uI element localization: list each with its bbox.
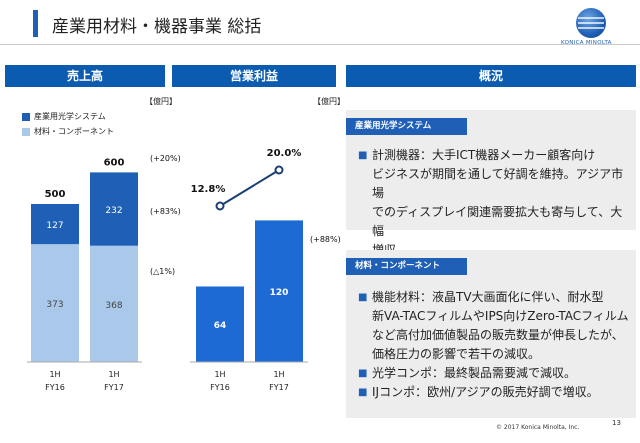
sales-bar-optical: [31, 204, 79, 245]
overview-tag-optical: 産業用光学システム: [346, 118, 467, 135]
sales-value-optical: 127: [46, 221, 63, 231]
overview-bullet-ij-components: ■ IJコンポ：欧州/アジアの販売好調で増収。: [358, 383, 634, 402]
profit-tick-label: FY17: [269, 383, 289, 392]
profit-unit-label: 【億円】: [313, 97, 345, 106]
overview-materials-line: など高付加価値製品の販売数量が伸長したが、: [372, 328, 624, 342]
overview-tag-materials: 材料・コンポーネント: [346, 258, 467, 275]
legend-label-materials: 材料・コンポーネント: [34, 127, 114, 136]
title-divider: [0, 44, 640, 45]
profit-bar: [255, 220, 303, 362]
sales-change-total: (+20%): [150, 154, 181, 163]
sales-total-label: 600: [104, 157, 125, 168]
brand-logo-icon: [576, 8, 606, 38]
title-accent-bar: [33, 10, 38, 37]
operating-profit-header: 営業利益: [172, 65, 336, 87]
bullet-square-icon: ■: [358, 150, 368, 161]
sales-header: 売上高: [5, 65, 165, 87]
overview-optical-line: でのディスプレイ関連需要拡大も寄与して、大幅: [372, 205, 623, 238]
overview-materials-line: IJコンポ：欧州/アジアの販売好調で増収。: [372, 385, 599, 399]
profit-tick-label: FY16: [210, 383, 230, 392]
margin-label: 12.8%: [191, 184, 226, 195]
sales-value-materials: 373: [46, 300, 63, 310]
sales-tick-label: 1H: [108, 370, 119, 379]
sales-unit-label: 【億円】: [145, 97, 177, 106]
sales-value-materials: 368: [105, 301, 122, 311]
overview-materials-line: 光学コンポ：最終製品需要減で減収。: [372, 366, 577, 380]
legend-swatch-optical: [22, 112, 30, 121]
legend-label-optical: 産業用光学システム: [34, 112, 106, 121]
footer-copyright: © 2017 Konica Minolta, Inc.: [496, 424, 580, 431]
legend-item-optical: 産業用光学システム: [22, 111, 106, 122]
overview-bullet-functional: ■ 機能材料：液晶TV大画面化に伴い、耐水型 新VA-TACフィルムやIPS向け…: [358, 288, 634, 364]
profit-tick-label: 1H: [273, 370, 284, 379]
profit-value-label: 64: [214, 321, 227, 331]
profit-tick-label: 1H: [214, 370, 225, 379]
bullet-square-icon: ■: [358, 387, 368, 398]
legend-item-materials: 材料・コンポーネント: [22, 126, 114, 137]
sales-tick-label: FY17: [104, 383, 124, 392]
bullet-square-icon: ■: [358, 368, 368, 379]
profit-value-label: 120: [270, 288, 289, 298]
sales-bar-materials: [90, 245, 138, 362]
sales-change-materials: (△1%): [150, 267, 175, 276]
profit-bar: [196, 286, 244, 362]
profit-change-label: (+88%): [310, 235, 341, 244]
overview-materials-line: 機能材料：液晶TV大画面化に伴い、耐水型: [372, 290, 604, 304]
brand-name: KONICA MINOLTA: [561, 40, 612, 46]
margin-point: [274, 165, 284, 175]
legend-swatch-materials: [22, 127, 30, 136]
sales-change-optical: (+83%): [150, 207, 181, 216]
overview-bullet-optical: ■ 計測機器：大手ICT機器メーカー顧客向け ビジネスが期間を通して好調を維持。…: [358, 146, 634, 260]
overview-optical-line: 計測機器：大手ICT機器メーカー顧客向け: [372, 148, 596, 162]
overview-bullet-optical-components: ■ 光学コンポ：最終製品需要減で減収。: [358, 364, 634, 383]
overview-materials-line: 価格圧力の影響で若干の減収。: [372, 347, 541, 361]
overview-box-materials: 材料・コンポーネント ■ 機能材料：液晶TV大画面化に伴い、耐水型 新VA-TA…: [346, 250, 636, 418]
margin-line: [219, 169, 280, 207]
overview-header: 概況: [346, 65, 636, 87]
page-title: 産業用材料・機器事業 総括: [52, 17, 262, 37]
sales-tick-label: 1H: [49, 370, 60, 379]
sales-bar-materials: [31, 244, 79, 362]
page-number: 13: [612, 419, 621, 427]
bullet-square-icon: ■: [358, 292, 368, 303]
overview-optical-line: ビジネスが期間を通して好調を維持。アジア市場: [372, 167, 624, 200]
sales-total-label: 500: [45, 189, 66, 200]
overview-bullets-materials: ■ 機能材料：液晶TV大画面化に伴い、耐水型 新VA-TACフィルムやIPS向け…: [358, 288, 634, 402]
sales-tick-label: FY16: [45, 383, 65, 392]
sales-bar-optical: [90, 172, 138, 246]
overview-materials-line: 新VA-TACフィルムやIPS向けZero-TACフィルム: [372, 309, 629, 323]
overview-box-optical: 産業用光学システム ■ 計測機器：大手ICT機器メーカー顧客向け ビジネスが期間…: [346, 110, 636, 257]
margin-point: [215, 201, 225, 211]
sales-value-optical: 232: [105, 206, 122, 216]
margin-label: 20.0%: [267, 148, 302, 159]
